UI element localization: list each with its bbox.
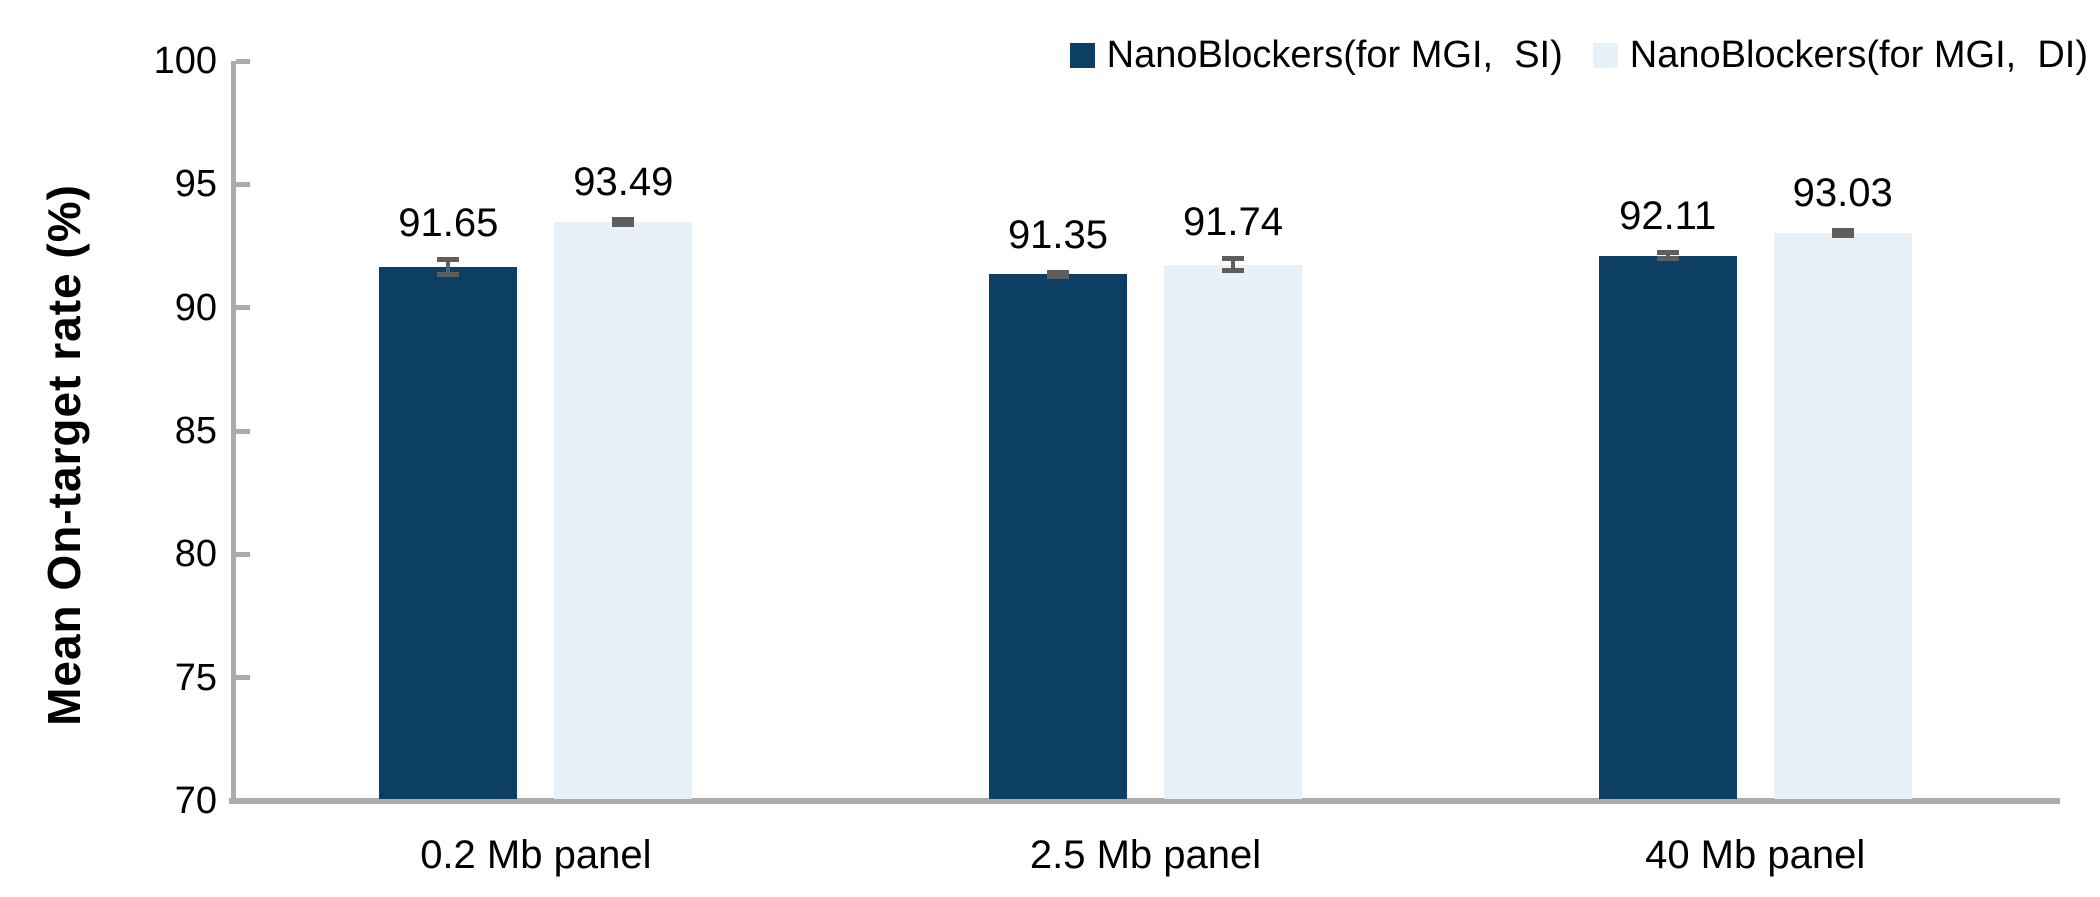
legend-swatch-si [1069, 43, 1095, 68]
bar-value-label: 92.11 [1619, 193, 1717, 238]
error-bar-cap-bottom [612, 221, 635, 227]
bar [554, 221, 693, 799]
y-tick [236, 305, 250, 311]
y-tick-label: 100 [153, 40, 217, 82]
y-tick-label: 80 [174, 533, 217, 576]
error-bar-cap-bottom [437, 271, 460, 277]
bar [1164, 264, 1302, 799]
x-axis-line [229, 798, 2060, 804]
y-tick [236, 181, 250, 187]
y-tick-label: 95 [174, 163, 217, 206]
legend-swatch-di [1592, 43, 1618, 68]
error-bar-cap-bottom [1831, 232, 1854, 238]
y-tick [236, 58, 250, 64]
error-bar-cap-top [437, 257, 460, 263]
legend: NanoBlockers(for MGI, SI) NanoBlockers(f… [1069, 34, 2088, 77]
y-tick-label: 85 [174, 410, 217, 452]
y-tick [236, 428, 250, 434]
y-tick [236, 551, 250, 557]
error-bar-cap-top [1222, 256, 1244, 262]
x-category-label: 2.5 Mb panel [1029, 833, 1262, 877]
bar [1598, 255, 1737, 799]
y-axis-line [231, 61, 236, 804]
bar-value-label: 91.65 [398, 200, 499, 245]
bar-value-label: 93.49 [573, 160, 674, 205]
y-tick-label: 90 [174, 286, 217, 329]
error-bar-cap-bottom [1656, 256, 1679, 262]
error-bar-cap-top [1831, 227, 1854, 233]
legend-item-di: NanoBlockers(for MGI, DI) [1592, 34, 2088, 77]
legend-label-si: NanoBlockers(for MGI, SI) [1106, 34, 1563, 76]
y-tick-label: 75 [174, 656, 217, 699]
x-category-label: 40 Mb panel [1645, 833, 1866, 877]
error-bar-line [446, 259, 451, 275]
y-tick-label: 70 [174, 780, 217, 822]
legend-label-di: NanoBlockers(for MGI, DI) [1629, 34, 2088, 76]
x-category-label: 0.2 Mb panel [420, 833, 652, 877]
error-bar-cap-top [1656, 250, 1679, 256]
error-bar-cap-bottom [1047, 273, 1069, 279]
error-bar-cap-top [1047, 269, 1069, 275]
y-tick [236, 675, 250, 681]
bar-value-label: 91.74 [1182, 199, 1284, 244]
legend-item-si: NanoBlockers(for MGI, SI) [1069, 34, 1563, 77]
error-bar-line [1665, 252, 1670, 259]
bar [379, 266, 518, 799]
bar-value-label: 93.03 [1792, 171, 1893, 216]
bar [1773, 232, 1912, 799]
bar [989, 274, 1127, 799]
error-bar-line [1231, 258, 1235, 271]
error-bar-cap-bottom [1222, 268, 1244, 274]
error-bar-cap-top [612, 216, 635, 222]
bar-value-label: 91.35 [1007, 213, 1109, 258]
